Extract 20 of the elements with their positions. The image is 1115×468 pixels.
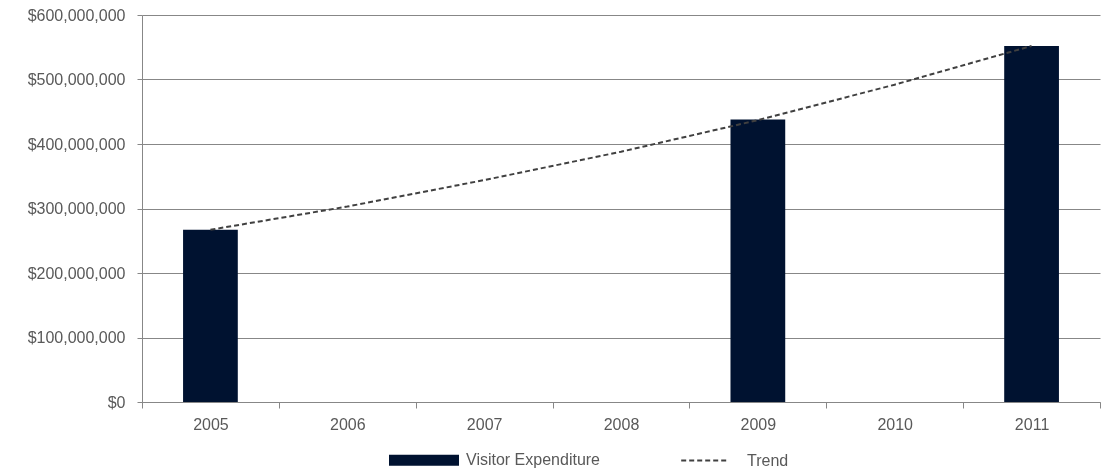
x-tick-label: 2005 [193,415,229,433]
y-tick-label: $200,000,000 [27,264,126,282]
bar [730,119,786,402]
x-tick-label: 2008 [603,415,640,433]
line-series [209,44,1033,231]
bar [1004,45,1059,402]
y-tick-label: $500,000,000 [27,71,126,88]
x-tick-label: 2006 [329,415,366,433]
y-tick-label: $0 [107,393,126,411]
x-tick-label: 2007 [466,415,503,433]
x-tick-label: 2011 [1014,415,1050,433]
y-tick-label: $100,000,000 [27,329,126,346]
x-tick-label: 2009 [740,415,777,433]
y-tick-label: $400,000,000 [27,135,126,153]
y-tick-label: $300,000,000 [27,200,126,217]
y-tick-label: $600,000,000 [27,6,126,24]
x-tick-label: 2010 [877,415,914,433]
bar [183,229,238,402]
legend-label: Trend [747,451,789,468]
legend-label: Visitor Expenditure [466,451,601,468]
